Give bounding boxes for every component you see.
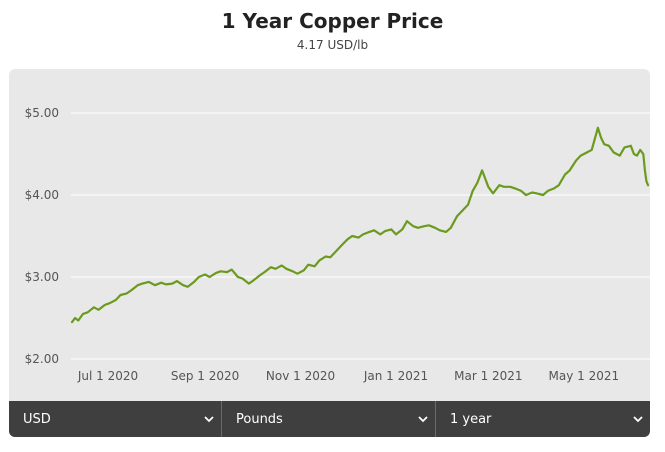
unit-select-value: Pounds <box>236 411 283 427</box>
gridlines <box>71 112 650 360</box>
x-tick-label: May 1 2021 <box>549 369 620 383</box>
chart-controls: USD Pounds 1 year <box>9 401 650 437</box>
currency-select[interactable]: USD <box>9 401 222 437</box>
unit-select[interactable]: Pounds <box>222 401 436 437</box>
x-tick-label: Jan 1 2021 <box>363 369 428 383</box>
x-tick-label: Mar 1 2021 <box>454 369 522 383</box>
chevron-down-icon <box>633 416 643 423</box>
y-tick-label: $3.00 <box>25 270 59 284</box>
x-tick-label: Nov 1 2020 <box>266 369 335 383</box>
chart-panel: $2.00 $3.00 $4.00 $5.00 Jul 1 2020 Sep 1 202… <box>9 69 650 437</box>
range-select[interactable]: 1 year <box>436 401 650 437</box>
x-tick-label: Sep 1 2020 <box>171 369 239 383</box>
current-price: 4.17 USD/lb <box>296 38 369 52</box>
y-tick-label: $4.00 <box>25 188 59 202</box>
y-tick-label: $2.00 <box>25 352 59 366</box>
chevron-down-icon <box>418 416 428 423</box>
currency-select-value: USD <box>23 411 51 427</box>
chevron-down-icon <box>204 416 214 423</box>
range-select-value: 1 year <box>450 411 492 427</box>
x-axis: Jul 1 2020 Sep 1 2020 Nov 1 2020 Jan 1 2021… <box>77 369 619 383</box>
y-tick-label: $5.00 <box>25 106 59 120</box>
price-line <box>70 126 650 324</box>
x-tick-label: Jul 1 2020 <box>77 369 138 383</box>
chart-title: 1 Year Copper Price <box>221 9 444 33</box>
price-chart: $2.00 $3.00 $4.00 $5.00 Jul 1 2020 Sep 1 202… <box>25 106 650 383</box>
y-axis: $2.00 $3.00 $4.00 $5.00 <box>25 106 59 366</box>
